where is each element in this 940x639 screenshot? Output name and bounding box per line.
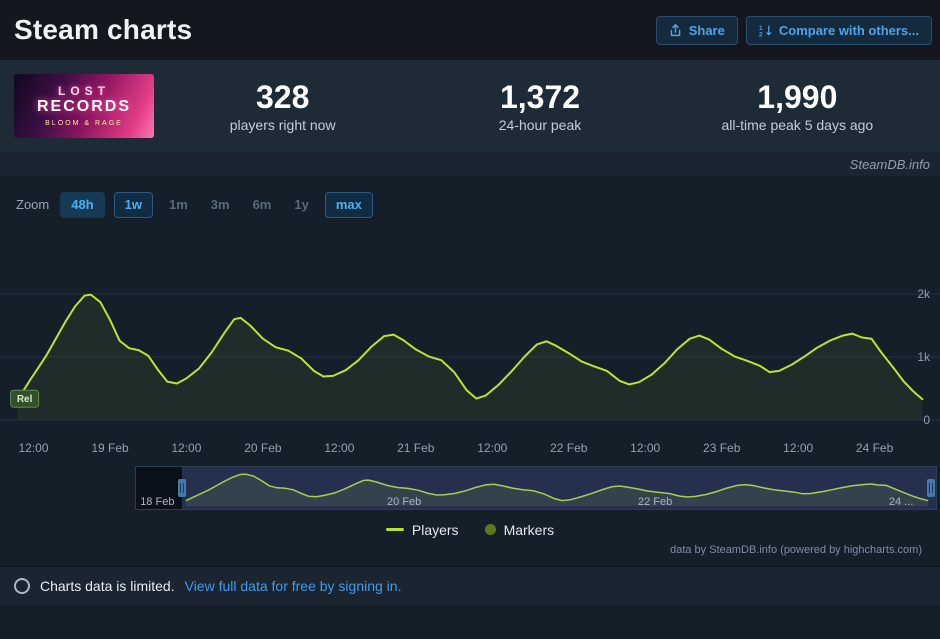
footer-notice-bar: Charts data is limited. View full data f… bbox=[0, 565, 940, 605]
svg-text:18 Feb: 18 Feb bbox=[140, 496, 174, 508]
stat-current-players-label: players right now bbox=[229, 116, 336, 133]
stat-alltime-peak-value: 1,990 bbox=[757, 79, 838, 116]
legend-item-markers[interactable]: Markers bbox=[484, 521, 555, 538]
navigator-line bbox=[185, 473, 929, 502]
stat-current-players: 328 players right now bbox=[154, 79, 411, 133]
svg-text:23 Feb: 23 Feb bbox=[703, 441, 741, 455]
svg-text:21 Feb: 21 Feb bbox=[397, 441, 435, 455]
svg-text:12:00: 12:00 bbox=[630, 441, 660, 455]
stat-alltime-peak: 1,990 all-time peak 5 days ago bbox=[669, 79, 926, 133]
game-capsule[interactable]: LOST RECORDS BLOOM & RAGE bbox=[14, 74, 154, 138]
legend-item-players[interactable]: Players bbox=[385, 521, 459, 538]
stat-24h-peak: 1,372 24-hour peak bbox=[411, 79, 668, 133]
capsule-title-line2: RECORDS bbox=[36, 98, 131, 116]
navigator-mask-left bbox=[136, 466, 182, 509]
stat-24h-peak-value: 1,372 bbox=[499, 79, 581, 116]
share-icon bbox=[669, 23, 682, 37]
svg-text:1: 1 bbox=[759, 25, 763, 32]
svg-text:12:00: 12:00 bbox=[477, 441, 507, 455]
svg-text:2: 2 bbox=[759, 31, 763, 36]
svg-text:19 Feb: 19 Feb bbox=[91, 441, 129, 455]
chart-credits: data by SteamDB.info (powered by highcha… bbox=[670, 543, 922, 556]
navigator-area bbox=[185, 473, 929, 506]
zoom-button-3m[interactable]: 3m bbox=[204, 192, 237, 218]
svg-text:20 Feb: 20 Feb bbox=[387, 496, 421, 508]
page-header: Steam charts Share 1 2 Compa bbox=[0, 0, 940, 60]
svg-text:24 ...: 24 ... bbox=[889, 496, 913, 508]
svg-text:22 Feb: 22 Feb bbox=[638, 496, 672, 508]
svg-text:12:00: 12:00 bbox=[783, 441, 813, 455]
stat-current-players-value: 328 bbox=[255, 79, 310, 116]
zoom-label: Zoom bbox=[16, 197, 50, 213]
signin-link[interactable]: View full data for free by signing in. bbox=[184, 577, 402, 594]
zoom-button-6m[interactable]: 6m bbox=[246, 192, 279, 218]
watermark-row: SteamDB.info bbox=[0, 152, 940, 176]
compare-button[interactable]: 1 2 Compare with others... bbox=[745, 15, 932, 45]
capsule-title-line1: LOST bbox=[58, 84, 110, 99]
share-button-label: Share bbox=[688, 22, 725, 38]
navigator-selection[interactable] bbox=[182, 466, 936, 509]
markers-dot-symbol bbox=[484, 524, 496, 536]
navigator-handle-left[interactable] bbox=[178, 478, 186, 497]
navigator[interactable]: 18 Feb 20 Feb 22 Feb 24 ... bbox=[135, 465, 937, 510]
players-area bbox=[17, 294, 923, 420]
navigator-labels: 18 Feb 20 Feb 22 Feb 24 ... bbox=[140, 496, 913, 508]
stat-alltime-peak-label: all-time peak 5 days ago bbox=[721, 116, 874, 133]
compare-icon: 1 2 bbox=[759, 24, 772, 37]
zoom-button-max[interactable]: max bbox=[324, 192, 373, 218]
zoom-button-1w[interactable]: 1w bbox=[113, 192, 153, 218]
share-button[interactable]: Share bbox=[655, 15, 738, 45]
svg-text:Rel: Rel bbox=[17, 394, 33, 405]
players-line-symbol bbox=[385, 528, 404, 532]
zoom-row: Zoom 48h 1w 1m 3m 6m 1y max bbox=[0, 184, 940, 228]
zoom-buttons: 48h 1w 1m 3m 6m 1y max bbox=[60, 192, 373, 218]
svg-text:2k: 2k bbox=[917, 287, 931, 301]
svg-text:22 Feb: 22 Feb bbox=[550, 441, 588, 455]
navigator-handle-right[interactable] bbox=[927, 478, 935, 497]
zoom-button-1y[interactable]: 1y bbox=[287, 192, 315, 218]
chart-card: Zoom 48h 1w 1m 3m 6m 1y max 12:00 19 Feb 12:00 20… bbox=[0, 176, 940, 566]
notice-text: Charts data is limited. bbox=[40, 577, 175, 594]
stat-24h-peak-label: 24-hour peak bbox=[498, 116, 582, 133]
header-actions: Share 1 2 Compare with others... bbox=[655, 15, 932, 45]
svg-text:12:00: 12:00 bbox=[171, 441, 201, 455]
legend-item-markers-label: Markers bbox=[503, 521, 555, 538]
players-chart[interactable]: 12:00 19 Feb 12:00 20 Feb 12:00 21 Feb 12:00 22… bbox=[0, 228, 940, 462]
zoom-button-1m[interactable]: 1m bbox=[162, 192, 195, 218]
steamdb-watermark: SteamDB.info bbox=[849, 156, 930, 172]
compare-button-label: Compare with others... bbox=[778, 22, 919, 38]
gridlines bbox=[0, 293, 940, 421]
zoom-button-48h[interactable]: 48h bbox=[60, 192, 105, 218]
svg-text:20 Feb: 20 Feb bbox=[244, 441, 282, 455]
players-line bbox=[16, 293, 924, 400]
stats-band: LOST RECORDS BLOOM & RAGE 328 players ri… bbox=[0, 60, 940, 152]
capsule-subtitle: BLOOM & RAGE bbox=[45, 119, 123, 127]
limited-data-icon bbox=[14, 577, 30, 594]
svg-text:0: 0 bbox=[923, 413, 930, 427]
y-axis-labels: 0 1k 2k bbox=[917, 287, 931, 427]
svg-text:24 Feb: 24 Feb bbox=[856, 441, 894, 455]
page-title: Steam charts bbox=[14, 14, 193, 45]
x-axis-labels: 12:00 19 Feb 12:00 20 Feb 12:00 21 Feb 12:00 22… bbox=[18, 441, 893, 455]
release-marker[interactable]: Rel bbox=[10, 389, 40, 408]
legend-item-players-label: Players bbox=[411, 521, 459, 538]
svg-text:12:00: 12:00 bbox=[18, 441, 48, 455]
svg-text:12:00: 12:00 bbox=[324, 441, 354, 455]
svg-text:1k: 1k bbox=[917, 350, 931, 364]
chart-legend: Players Markers bbox=[0, 510, 940, 538]
